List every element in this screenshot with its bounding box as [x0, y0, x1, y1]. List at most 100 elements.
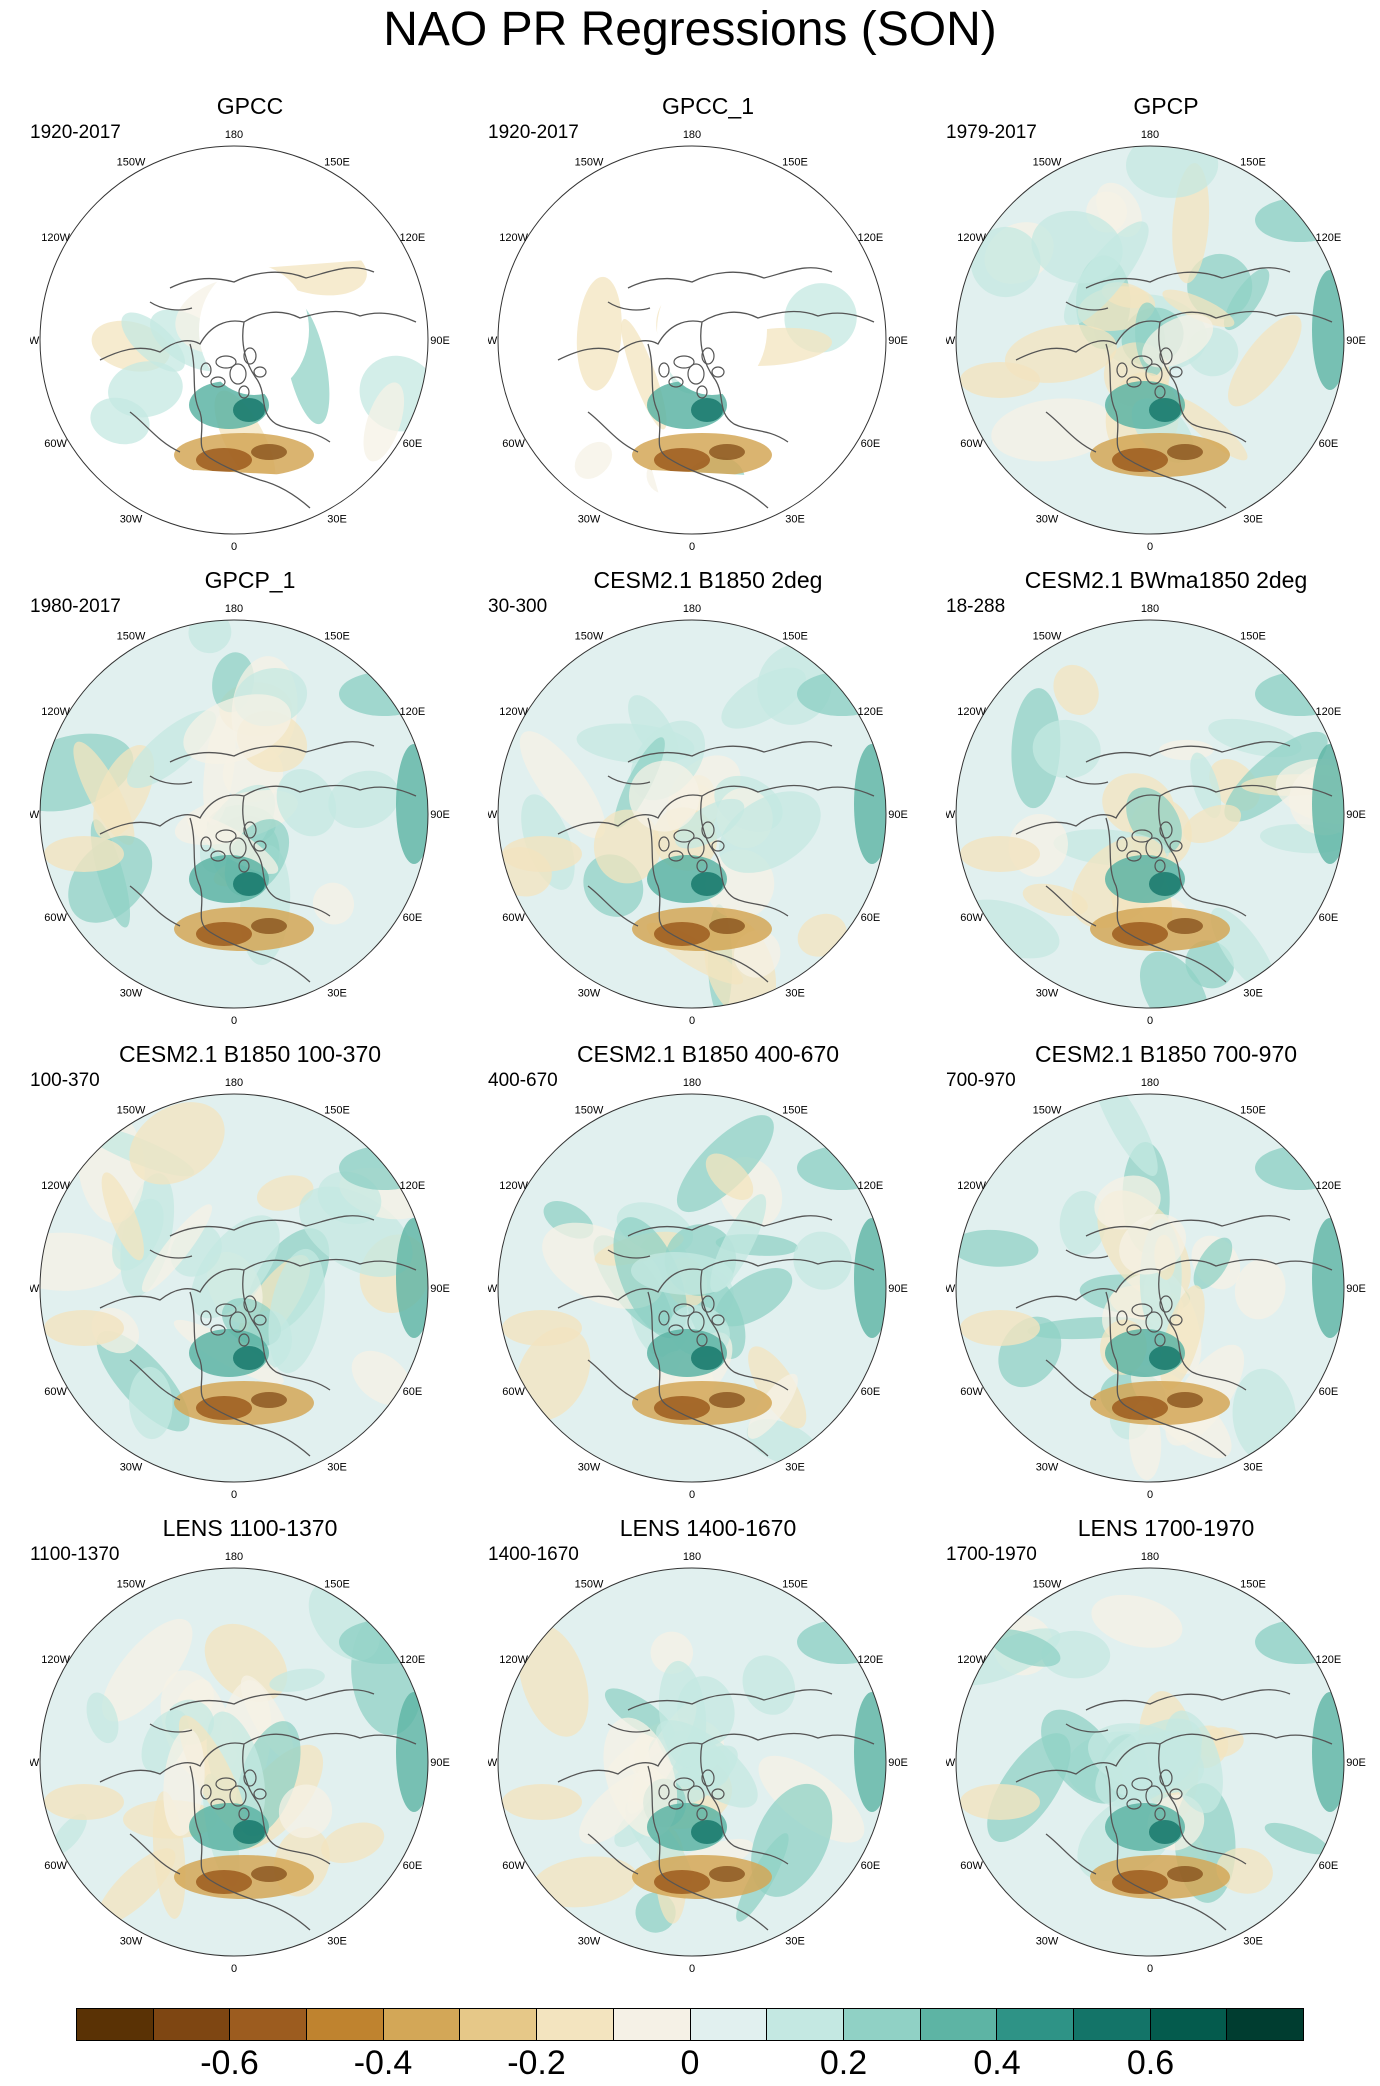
panel-period: 700-970: [946, 1070, 1016, 1091]
map-panel: GPCP 180 150E 120E 90E 60E 30E 0 30W 60W 90W 120W 15…: [946, 92, 1380, 562]
longitude-label: 30E: [327, 1461, 347, 1473]
map-panel: CESM2.1 B1850 100-370 180 150E 120E 90E 60E 30…: [30, 1040, 470, 1510]
longitude-label: 90W: [30, 1757, 40, 1769]
panel-title: CESM2.1 B1850 400-670: [576, 1041, 840, 1067]
panel-period: 100-370: [30, 1070, 100, 1091]
longitude-label: 0: [689, 541, 695, 553]
colorbar-swatch: [230, 2009, 308, 2040]
longitude-label: 90W: [30, 809, 40, 821]
colorbar-swatch: [537, 2009, 614, 2040]
longitude-label: 30E: [327, 1935, 347, 1947]
longitude-label: 150E: [782, 1579, 808, 1591]
longitude-label: 0: [689, 1015, 695, 1027]
map-panel: CESM2.1 B1850 2deg 180 150E 120E 90E 60E 30E 0 3…: [488, 566, 928, 1036]
longitude-label: 120W: [957, 232, 986, 244]
longitude-label: 30W: [578, 1935, 601, 1947]
longitude-label: 30W: [120, 1935, 143, 1947]
longitude-label: 0: [689, 1963, 695, 1975]
longitude-label: 180: [225, 603, 243, 615]
figure-title: NAO PR Regressions (SON): [383, 3, 997, 56]
longitude-label: 60E: [403, 1860, 423, 1872]
longitude-label: 90E: [1346, 1283, 1366, 1295]
colorbar-swatches: [76, 2008, 1304, 2041]
longitude-label: 120E: [1316, 706, 1342, 718]
colorbar-swatch: [77, 2009, 154, 2040]
longitude-label: 0: [231, 1489, 237, 1501]
panel-period: 1979-2017: [946, 122, 1037, 143]
longitude-label: 150W: [117, 631, 146, 643]
panel-title: LENS 1400-1670: [619, 1515, 797, 1541]
longitude-label: 120E: [858, 706, 884, 718]
longitude-label: 150W: [575, 157, 604, 169]
longitude-label: 0: [231, 541, 237, 553]
longitude-label: 120E: [858, 1180, 884, 1192]
longitude-label: 90W: [488, 809, 498, 821]
longitude-label: 120W: [41, 232, 70, 244]
polar-map: 180 150E 120E 90E 60E 30E 0 30W 60W 90W 120W 150W: [30, 1077, 450, 1501]
longitude-label: 120E: [858, 1654, 884, 1666]
polar-map: 180 150E 120E 90E 60E 30E 0 30W 60W 90W 120W 150W: [946, 1551, 1366, 1975]
polar-map: 180 150E 120E 90E 60E 30E 0 30W 60W 90W 120W 150W: [488, 129, 908, 553]
colorbar-swatch: [843, 2009, 921, 2040]
polar-map: 180 150E 120E 90E 60E 30E 0 30W 60W 90W 120W 150W: [30, 1551, 450, 1975]
longitude-label: 30E: [785, 1461, 805, 1473]
panel-period: 1920-2017: [488, 122, 579, 143]
longitude-label: 150E: [782, 1105, 808, 1117]
map-panel: CESM2.1 BWma1850 2deg 180 150E 120E 90E 60E 30…: [946, 566, 1380, 1036]
longitude-label: 60W: [960, 1860, 983, 1872]
longitude-label: 60E: [403, 438, 423, 450]
longitude-label: 90W: [488, 1757, 498, 1769]
longitude-label: 90E: [430, 809, 450, 821]
colorbar-swatch: [153, 2009, 231, 2040]
longitude-label: 60W: [960, 438, 983, 450]
longitude-label: 90W: [488, 1283, 498, 1295]
longitude-label: 150E: [782, 157, 808, 169]
longitude-label: 120E: [858, 232, 884, 244]
panel-title: GPCP_1: [204, 567, 296, 593]
longitude-label: 90E: [430, 335, 450, 347]
longitude-label: 150W: [1033, 1105, 1062, 1117]
panel-title: CESM2.1 B1850 100-370: [118, 1041, 382, 1067]
longitude-label: 60E: [861, 1860, 881, 1872]
map-panel: GPCP_1 180 150E 120E 90E 60E 30E 0 30W 60W 90W 120W…: [30, 566, 470, 1036]
longitude-label: 150E: [1240, 1579, 1266, 1591]
longitude-label: 30W: [578, 1461, 601, 1473]
panel-period: 1700-1970: [946, 1544, 1037, 1565]
longitude-label: 60W: [502, 438, 525, 450]
longitude-label: 120E: [400, 232, 426, 244]
panel-title: LENS 1700-1970: [1077, 1515, 1255, 1541]
colorbar-swatch: [383, 2009, 461, 2040]
longitude-label: 120E: [400, 1180, 426, 1192]
longitude-label: 60E: [1319, 912, 1339, 924]
longitude-label: 90W: [946, 1757, 956, 1769]
colorbar-swatch: [997, 2009, 1074, 2040]
colorbar-swatch: [307, 2009, 384, 2040]
map-panel: CESM2.1 B1850 400-670 180 150E 120E 90E 60E 30…: [488, 1040, 928, 1510]
longitude-label: 0: [1147, 1015, 1153, 1027]
longitude-label: 90W: [946, 1283, 956, 1295]
colorbar: -0.6 -0.4 -0.2 0 0.2 0.4 0.6: [76, 2008, 1304, 2082]
longitude-label: 30W: [120, 1461, 143, 1473]
longitude-label: 60E: [403, 912, 423, 924]
longitude-label: 90E: [430, 1283, 450, 1295]
longitude-label: 30W: [1036, 987, 1059, 999]
longitude-label: 180: [225, 1551, 243, 1563]
longitude-label: 180: [1141, 603, 1159, 615]
panel-period: 1980-2017: [30, 596, 121, 617]
longitude-label: 30W: [578, 987, 601, 999]
longitude-label: 60W: [44, 438, 67, 450]
longitude-label: 150E: [1240, 631, 1266, 643]
panel-period: 1920-2017: [30, 122, 121, 143]
longitude-label: 30E: [1243, 1461, 1263, 1473]
colorbar-swatch: [1150, 2009, 1228, 2040]
longitude-label: 90E: [888, 809, 908, 821]
panel-title: GPCC_1: [661, 93, 755, 119]
longitude-label: 30E: [1243, 987, 1263, 999]
longitude-label: 150W: [575, 631, 604, 643]
longitude-label: 180: [225, 129, 243, 141]
longitude-label: 0: [689, 1489, 695, 1501]
longitude-label: 120E: [1316, 1654, 1342, 1666]
longitude-label: 30E: [785, 1935, 805, 1947]
longitude-label: 90W: [30, 335, 40, 347]
longitude-label: 150W: [117, 157, 146, 169]
